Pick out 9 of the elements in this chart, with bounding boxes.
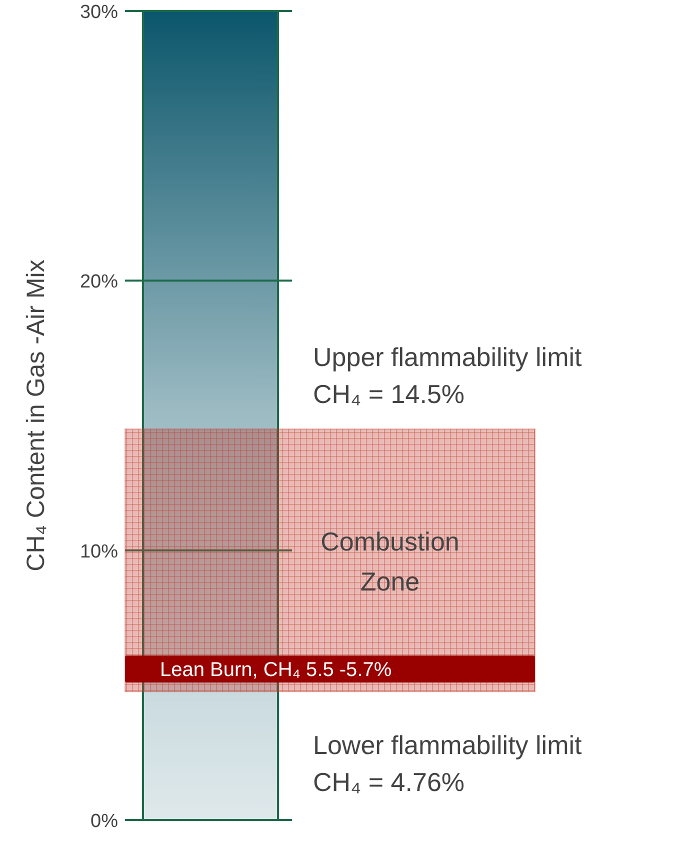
text: Lower flammability limit CH₄ = 4.76% <box>313 730 582 797</box>
y-axis-title: CH₄ Content in Gas -Air Mix <box>22 259 50 572</box>
y-tick-label: 20% <box>80 272 118 293</box>
band-label: Lean Burn, CH₄ 5.5 -5.7% <box>160 658 392 681</box>
y-tick-label: 30% <box>80 2 118 23</box>
band-label: Combustion Zone <box>320 526 460 596</box>
y-tick-label: 0% <box>90 811 118 832</box>
text: Upper flammability limit CH₄ = 14.5% <box>313 342 582 409</box>
y-tick-label: 10% <box>80 541 118 562</box>
